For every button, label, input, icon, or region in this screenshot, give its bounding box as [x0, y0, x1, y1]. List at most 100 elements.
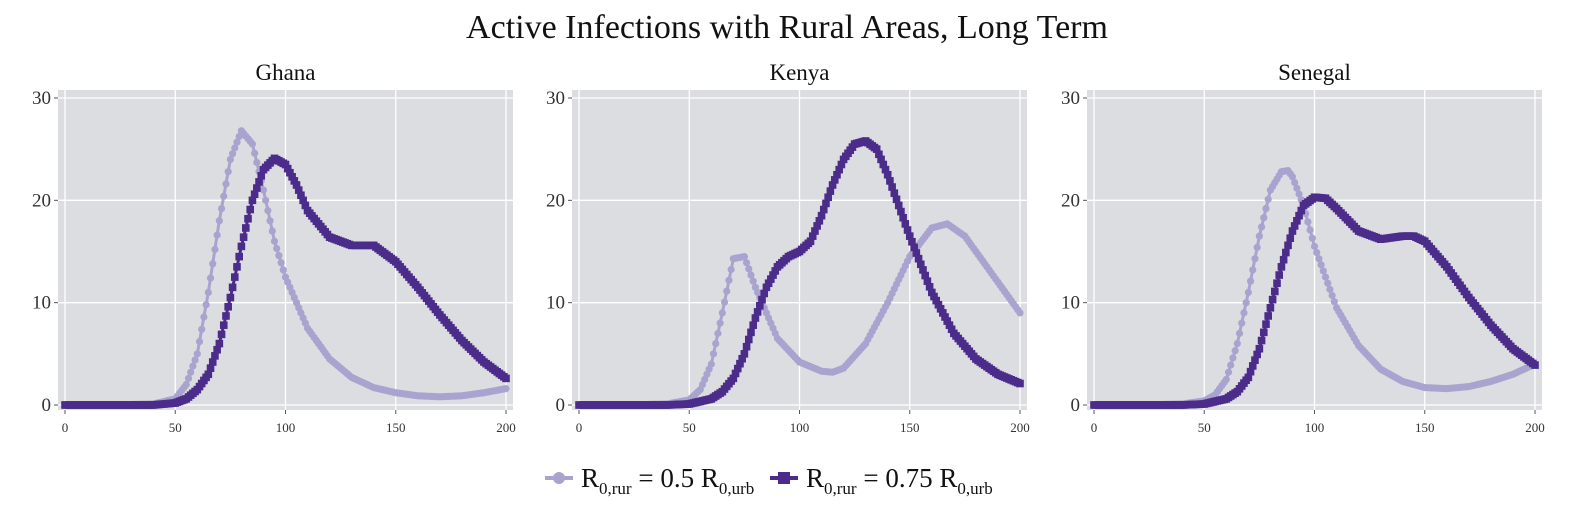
data-point — [1266, 303, 1275, 312]
data-point — [1282, 248, 1290, 257]
data-point — [250, 190, 259, 198]
data-point — [204, 370, 213, 379]
data-point — [883, 170, 892, 179]
data-point — [198, 325, 206, 333]
data-point — [255, 178, 263, 186]
data-point — [279, 266, 287, 274]
data-point — [875, 150, 883, 159]
data-point — [1262, 204, 1270, 213]
data-point — [1304, 218, 1312, 226]
data-point — [1251, 255, 1259, 263]
data-point — [720, 298, 729, 306]
data-point — [837, 160, 846, 169]
data-point — [239, 233, 248, 241]
data-point — [184, 374, 193, 382]
data-point — [1264, 195, 1272, 203]
legend-label: R0,rur = 0.75 R0,urb — [806, 463, 993, 498]
data-point — [1244, 373, 1253, 382]
data-point — [888, 183, 896, 191]
data-point — [237, 242, 246, 251]
data-point — [947, 325, 956, 334]
data-point — [905, 232, 914, 240]
data-point — [1246, 367, 1255, 376]
data-point — [733, 364, 742, 373]
data-point — [943, 317, 952, 325]
data-point — [806, 237, 815, 246]
data-point — [1279, 255, 1288, 264]
data-point — [215, 339, 224, 348]
data-point — [758, 295, 766, 304]
series-r0-rur-0-75 — [1090, 193, 1539, 409]
data-point — [231, 144, 239, 152]
data-point — [894, 201, 903, 210]
data-point — [903, 226, 912, 234]
data-point — [1295, 190, 1303, 198]
data-point — [1310, 242, 1319, 250]
data-point — [767, 275, 775, 283]
y-tick-label: 0 — [1071, 395, 1081, 416]
data-point — [1297, 206, 1306, 215]
data-point — [1288, 227, 1297, 235]
data-point — [1284, 241, 1292, 250]
data-point — [749, 277, 757, 285]
data-point — [912, 249, 921, 257]
data-point — [248, 140, 257, 148]
data-point — [1277, 263, 1286, 271]
series-r0-rur-0-75 — [61, 154, 510, 409]
data-point — [1286, 234, 1295, 242]
panel-ghana: Ghana 0 10 20 30 0 50 100 150 200 — [32, 60, 516, 435]
data-point — [923, 277, 932, 285]
data-point — [283, 164, 292, 173]
x-tick-label: 100 — [1305, 420, 1325, 435]
data-point — [1224, 368, 1233, 376]
x-tick-label: 150 — [386, 420, 406, 435]
data-point — [189, 362, 197, 370]
data-point — [740, 253, 748, 261]
data-point — [939, 309, 947, 317]
data-point — [208, 358, 217, 366]
data-point — [881, 165, 890, 174]
y-tick-label: 20 — [546, 190, 565, 211]
data-point — [213, 231, 221, 239]
data-point — [756, 301, 764, 310]
data-point — [187, 368, 195, 376]
data-point — [1306, 226, 1314, 234]
legend-marker-square — [778, 472, 790, 484]
data-point — [833, 170, 841, 179]
data-point — [1317, 261, 1325, 269]
data-point — [771, 267, 780, 275]
data-point — [299, 196, 307, 205]
data-point — [718, 309, 726, 317]
data-point — [182, 380, 190, 389]
data-point — [264, 206, 272, 215]
data-point — [736, 359, 744, 368]
data-point — [1253, 243, 1261, 252]
data-point — [266, 217, 274, 225]
data-point — [222, 180, 230, 188]
x-tick-label: 100 — [790, 420, 810, 435]
data-point — [290, 177, 299, 185]
data-point — [815, 217, 824, 225]
data-point — [822, 199, 830, 208]
y-tick-label: 10 — [1061, 293, 1080, 314]
data-point — [1259, 328, 1268, 337]
data-point — [941, 313, 949, 321]
data-point — [897, 207, 905, 216]
data-point — [1016, 379, 1024, 388]
x-tick-label: 150 — [900, 420, 920, 435]
data-point — [751, 314, 760, 322]
data-point — [764, 279, 773, 288]
data-point — [206, 364, 215, 372]
data-point — [1326, 285, 1334, 293]
legend: R0,rur = 0.5 R0,urb R0,rur = 0.75 R0,urb — [545, 463, 993, 498]
data-point — [714, 329, 722, 337]
data-point — [288, 172, 296, 181]
data-point — [910, 243, 918, 252]
data-point — [811, 227, 819, 235]
data-point — [259, 186, 268, 194]
data-point — [215, 217, 223, 225]
data-point — [899, 213, 907, 222]
data-point — [1290, 222, 1299, 230]
